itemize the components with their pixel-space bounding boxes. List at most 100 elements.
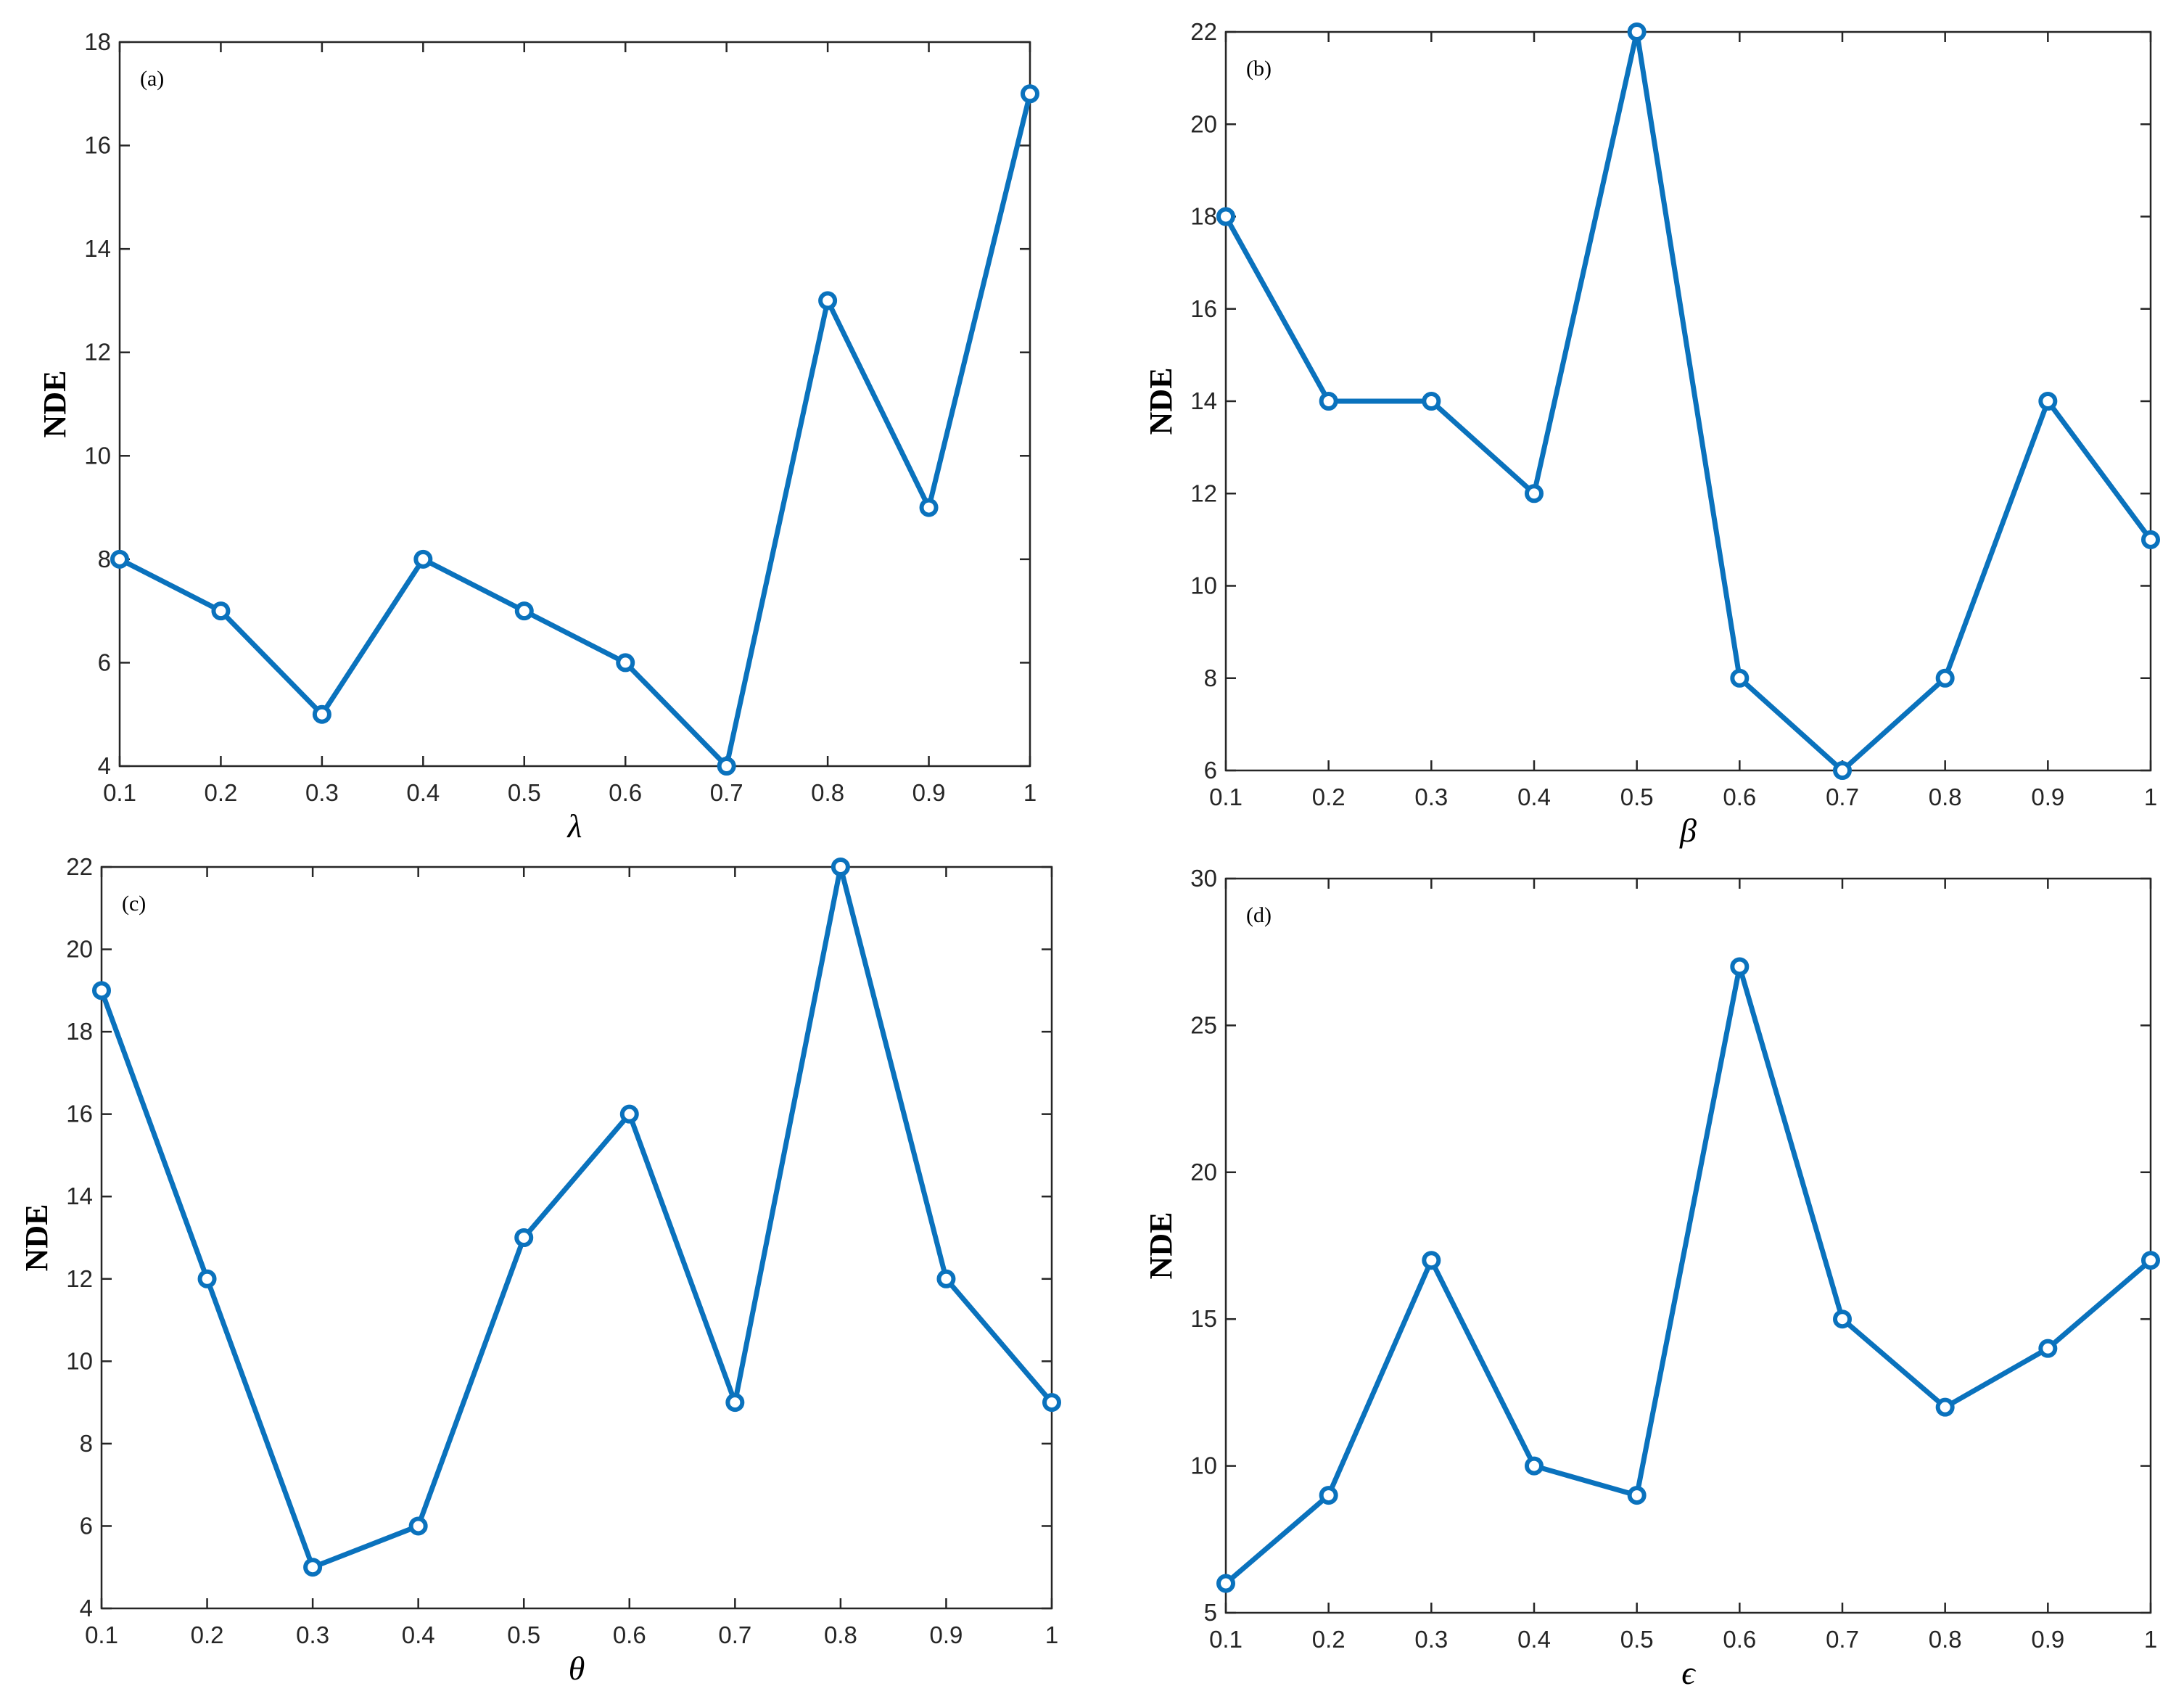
panel-b-x-tick-label: 0.7 [1826, 784, 1859, 810]
panel-b-y-tick-label: 8 [1204, 665, 1217, 691]
panel-a-x-tick-label: 1 [1023, 779, 1037, 806]
panel-c-x-tick-label: 0.3 [296, 1621, 329, 1648]
panel-c-x-tick-label: 0.6 [613, 1621, 646, 1648]
panel-c-y-tick-label: 14 [66, 1183, 93, 1209]
panel-b-y-tick-label: 16 [1190, 295, 1217, 322]
panel-d-y-label: NDE [1143, 1212, 1179, 1280]
panel-d-x-tick-label: 0.8 [1929, 1626, 1962, 1653]
panel-a-data-point [110, 549, 129, 569]
panel-b-data-point [1319, 392, 1338, 411]
panel-d-plot-frame [1224, 877, 2152, 1614]
panel-b-y-tick-label: 14 [1190, 387, 1217, 414]
panel-a-x-tick-label: 0.7 [710, 779, 743, 806]
panel-d-data-point [1833, 1310, 1852, 1329]
panel-d-x-tick-label: 1 [2144, 1626, 2157, 1653]
panel-a-y-tick-label: 8 [98, 546, 111, 572]
panel-c-plot-frame [100, 866, 1053, 1610]
panel-a-x-tick-label: 0.9 [912, 779, 946, 806]
panel-d-data-point [1525, 1456, 1544, 1476]
panel-c-y-axis: 4 6 8 10 12 14 16 18 20 22 [66, 853, 1052, 1621]
panel-c-y-tick-label: 4 [80, 1595, 93, 1621]
panel-b-data-point [1627, 22, 1647, 41]
panel-c-x-tick-label: 1 [1045, 1621, 1058, 1648]
panel-d-x-tick-label: 0.7 [1826, 1626, 1859, 1653]
panel-b-series-line [1223, 29, 2153, 773]
panel-b-y-tick-label: 18 [1190, 203, 1217, 230]
panel-a-x-axis: 0.1 0.2 0.3 0.4 0.5 0.6 0.7 0.8 0.9 1 [103, 42, 1037, 806]
panel-c-y-tick-label: 22 [66, 853, 93, 880]
panel-d-x-tick-label: 0.2 [1312, 1626, 1346, 1653]
panel-a-data-point [1021, 84, 1039, 104]
panel-a-data-point [818, 291, 838, 311]
panel-c-y-tick-label: 8 [80, 1430, 93, 1457]
panel-d-data-point [1730, 957, 1750, 977]
panel-c-x-tick-label: 0.9 [930, 1621, 963, 1648]
panel-a-x-tick-label: 0.5 [508, 779, 541, 806]
panel-a-x-label: λ [566, 807, 582, 844]
panel-b-markers [1216, 22, 2160, 780]
panel-c-x-tick-label: 0.1 [85, 1621, 118, 1648]
panel-d-label: (d) [1246, 903, 1272, 927]
panel-d-y-tick-label: 5 [1204, 1599, 1217, 1626]
panel-b-y-axis: 6 8 10 12 14 16 18 20 22 [1190, 18, 2151, 784]
panel-c-data-point [619, 1104, 639, 1124]
panel-b-y-label: NDE [1143, 368, 1179, 435]
panel-a-data-point [211, 601, 231, 621]
panel-d-x-axis: 0.1 0.2 0.3 0.4 0.5 0.6 0.7 0.8 0.9 1 [1209, 879, 2157, 1653]
panel-c-x-tick-label: 0.4 [402, 1621, 435, 1648]
panel-d-x-tick-label: 0.1 [1209, 1626, 1243, 1653]
panel-b-y-tick-label: 12 [1190, 480, 1217, 506]
panel-d-data-point [2038, 1339, 2058, 1358]
panel-c-y-tick-label: 12 [66, 1265, 93, 1292]
panel-c-x-axis: 0.1 0.2 0.3 0.4 0.5 0.6 0.7 0.8 0.9 1 [85, 867, 1058, 1648]
panel-d-y-axis: 5 10 15 20 25 30 [1190, 865, 2151, 1626]
panel-a-y-tick-label: 6 [98, 649, 111, 675]
panel-a-data-point [312, 704, 331, 724]
panel-a-data-point [413, 549, 433, 569]
panel-a-x-tick-label: 0.8 [811, 779, 844, 806]
panel-d-x-tick-label: 0.3 [1414, 1626, 1448, 1653]
panel-d-data-point [1627, 1486, 1647, 1505]
panel-b-data-point [1422, 392, 1441, 411]
panel-a-y-tick-label: 10 [84, 442, 111, 469]
panel-c-y-tick-label: 16 [66, 1101, 93, 1127]
panel-d-data-point [1216, 1574, 1235, 1593]
panel-a-x-tick-label: 0.2 [205, 779, 238, 806]
panel-c-x-tick-label: 0.7 [718, 1621, 751, 1648]
panel-b-x-tick-label: 0.5 [1620, 784, 1654, 810]
panel-d-y-tick-label: 20 [1190, 1159, 1217, 1185]
panel-c-data-point [303, 1558, 323, 1577]
panel-b-data-point [2141, 530, 2160, 549]
panel-c-data-point [197, 1269, 217, 1288]
panel-b-y-tick-label: 6 [1204, 757, 1217, 784]
panel-c-data-point [725, 1393, 745, 1413]
panel-b-x-tick-label: 0.6 [1723, 784, 1756, 810]
panel-c-x-tick-label: 0.2 [191, 1621, 224, 1648]
panel-b-x-tick-label: 1 [2144, 784, 2157, 810]
panel-b-data-point [1935, 668, 1955, 688]
panel-b-label: (b) [1246, 57, 1272, 81]
panel-a-label: (a) [140, 67, 164, 91]
panel-c-label: (c) [122, 892, 146, 916]
panel-c-data-point [1042, 1393, 1061, 1413]
panel-b-x-tick-label: 0.3 [1414, 784, 1448, 810]
panel-b-x-tick-label: 0.1 [1209, 784, 1243, 810]
panel-b-y-tick-label: 22 [1190, 18, 1217, 45]
panel-c-series-line [99, 864, 1054, 1570]
panel-c-data-point [92, 981, 111, 1000]
panel-a-y-tick-label: 4 [98, 752, 111, 779]
panel-a-x-tick-label: 0.1 [103, 779, 136, 806]
panel-a-y-tick-label: 12 [84, 339, 111, 366]
panel-b-data-point [1216, 207, 1235, 226]
panel-a-markers [110, 84, 1039, 776]
panel-b-x-axis: 0.1 0.2 0.3 0.4 0.5 0.6 0.7 0.8 0.9 1 [1209, 32, 2157, 810]
panel-d-data-point [1935, 1397, 1955, 1417]
panel-b-x-label: β [1679, 812, 1697, 849]
panel-a-plot-frame [118, 41, 1031, 768]
panel-a-y-tick-label: 14 [84, 235, 111, 262]
panel-c-markers [92, 858, 1061, 1577]
panel-a-y-tick-label: 16 [84, 132, 111, 159]
panel-d-markers [1216, 957, 2160, 1593]
panel-a-y-label: NDE [37, 371, 73, 438]
